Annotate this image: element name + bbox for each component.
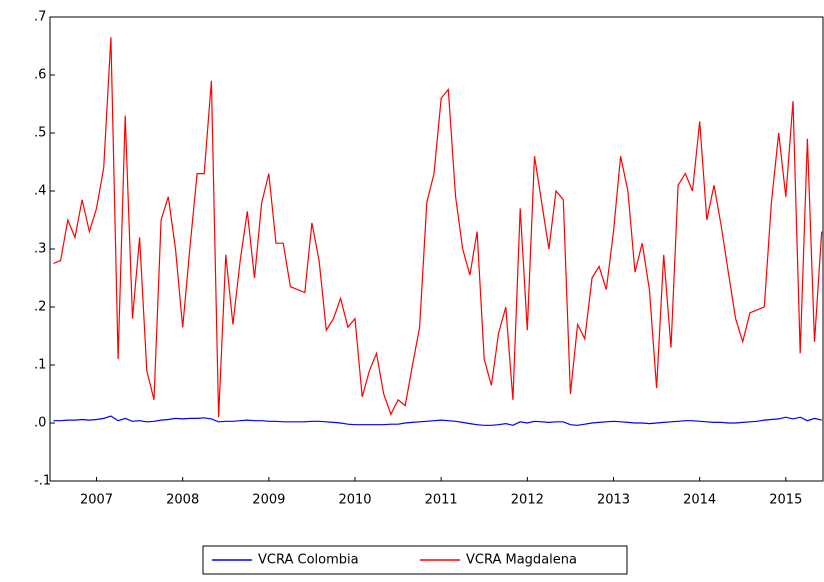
y-tick-label: .0 xyxy=(34,416,46,431)
y-tick-label: .2 xyxy=(34,300,46,315)
x-tick-label: 2007 xyxy=(80,493,113,508)
legend-label: VCRA Magdalena xyxy=(466,553,577,568)
x-tick-label: 2010 xyxy=(338,493,371,508)
x-tick-label: 2008 xyxy=(166,493,199,508)
legend-label: VCRA Colombia xyxy=(258,553,359,568)
x-tick-label: 2012 xyxy=(511,493,544,508)
legend-box xyxy=(202,545,628,575)
series-line xyxy=(53,415,822,426)
x-tick-label: 2015 xyxy=(769,493,802,508)
x-tick-label: 2014 xyxy=(683,493,716,508)
y-tick-label: .3 xyxy=(34,242,46,257)
x-tick-label: 2009 xyxy=(252,493,285,508)
y-tick-label: -.1 xyxy=(34,474,51,489)
x-tick-label: 2011 xyxy=(425,493,458,508)
y-tick-label: .7 xyxy=(34,10,46,25)
series-line xyxy=(53,37,823,418)
plot-frame xyxy=(49,16,824,482)
y-tick-label: .6 xyxy=(34,68,46,83)
x-tick-label: 2013 xyxy=(597,493,630,508)
y-tick-label: .5 xyxy=(34,126,46,141)
y-tick-label: .1 xyxy=(34,358,46,373)
y-tick-label: .4 xyxy=(34,184,46,199)
